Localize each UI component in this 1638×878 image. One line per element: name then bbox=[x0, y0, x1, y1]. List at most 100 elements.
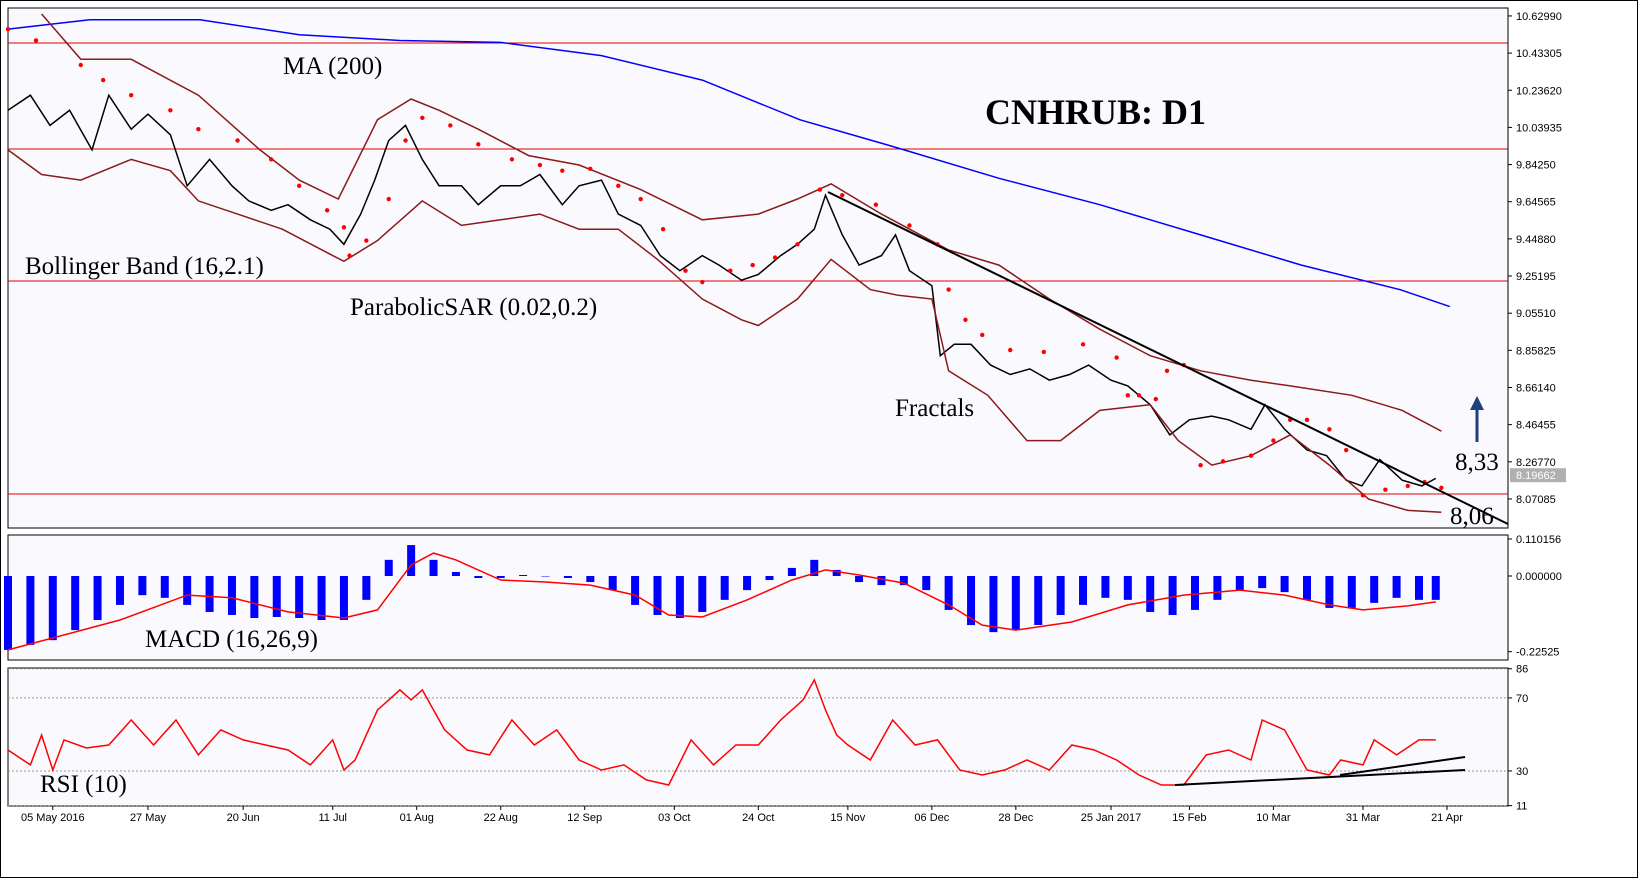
rsi-panel bbox=[7, 667, 1509, 807]
histogram-bar bbox=[944, 575, 953, 610]
sar-dot bbox=[772, 255, 778, 260]
series-line bbox=[7, 552, 1436, 651]
histogram-bar bbox=[272, 575, 281, 617]
sar-label: ParabolicSAR (0.02,0.2) bbox=[350, 294, 597, 321]
histogram-bar bbox=[1034, 575, 1043, 626]
histogram-bar bbox=[250, 575, 259, 618]
sar-dot bbox=[268, 157, 274, 162]
sar-dot bbox=[1360, 493, 1366, 498]
y-tick-label: 9.25195 bbox=[1516, 271, 1556, 283]
last-price-label: 8.19662 bbox=[1516, 470, 1556, 482]
series-line bbox=[7, 93, 1437, 487]
y-tick-label: 9.05510 bbox=[1516, 308, 1556, 320]
y-tick-label: 9.64565 bbox=[1516, 197, 1556, 209]
histogram-bar bbox=[1414, 575, 1423, 600]
histogram-bar bbox=[608, 575, 617, 591]
histogram-bar bbox=[1280, 575, 1289, 593]
sar-dot bbox=[196, 126, 201, 132]
y-tick-label: 8.26770 bbox=[1516, 457, 1556, 469]
sar-dot bbox=[1125, 393, 1131, 398]
sar-dot bbox=[946, 287, 951, 292]
histogram-bar bbox=[1392, 575, 1401, 598]
sar-dot bbox=[1153, 396, 1159, 402]
x-tick-label: 28 Dec bbox=[998, 812, 1033, 824]
sar-dot bbox=[100, 77, 106, 83]
plot-layer bbox=[8, 42, 1508, 495]
sar-dot bbox=[1220, 459, 1226, 464]
last-price-box bbox=[1510, 468, 1566, 483]
chart-title: CNHRUB: D1 bbox=[985, 92, 1206, 132]
sar-dot bbox=[476, 142, 481, 147]
sar-dot bbox=[347, 253, 352, 258]
sar-dot bbox=[5, 26, 11, 32]
sar-dot bbox=[1327, 427, 1332, 432]
x-tick-label: 03 Oct bbox=[658, 812, 690, 824]
sar-dot bbox=[1405, 483, 1410, 489]
histogram-bar bbox=[26, 575, 35, 645]
histogram-bar bbox=[183, 575, 192, 605]
x-tick-label: 05 May 2016 bbox=[21, 812, 85, 824]
sar-dot bbox=[78, 62, 83, 68]
histogram-bar bbox=[1146, 575, 1155, 612]
series-line bbox=[7, 149, 1442, 514]
histogram-bar bbox=[1347, 575, 1356, 608]
histogram-bar bbox=[1079, 575, 1088, 605]
bollinger-label: Bollinger Band (16,2.1) bbox=[25, 253, 264, 280]
sar-dot bbox=[1080, 342, 1086, 347]
histogram-bar bbox=[832, 569, 841, 576]
y-tick-label: 30 bbox=[1516, 766, 1528, 778]
sar-dot bbox=[750, 262, 755, 268]
sar-dot bbox=[1271, 438, 1276, 443]
support-label: 8,06 bbox=[1450, 503, 1494, 530]
histogram-bar bbox=[1168, 575, 1177, 615]
histogram-bar bbox=[675, 575, 684, 618]
x-tick-label: 25 Jan 2017 bbox=[1081, 812, 1142, 824]
y-tick-label: -0.22525 bbox=[1516, 647, 1559, 659]
histogram-bar bbox=[541, 575, 550, 577]
x-tick-label: 20 Jun bbox=[227, 812, 260, 824]
sar-dot bbox=[509, 157, 515, 162]
y-tick-label: 0.000000 bbox=[1516, 571, 1562, 583]
histogram-bar bbox=[1191, 575, 1200, 610]
sar-dot bbox=[1041, 349, 1047, 355]
x-tick-label: 27 May bbox=[130, 812, 167, 824]
histogram-bar bbox=[810, 559, 819, 576]
sar-dot bbox=[1304, 417, 1310, 423]
series-line bbox=[41, 13, 1442, 432]
up-arrow bbox=[1470, 396, 1484, 442]
histogram-bar bbox=[989, 575, 998, 633]
histogram-bar bbox=[743, 575, 752, 591]
histogram-bar bbox=[227, 575, 236, 615]
series-layer bbox=[4, 13, 1508, 807]
histogram-bar bbox=[1302, 575, 1311, 600]
histogram-bar bbox=[160, 575, 169, 598]
histogram-bar bbox=[384, 559, 393, 576]
histogram-bar bbox=[451, 571, 460, 576]
sar-dot bbox=[616, 183, 621, 189]
y-tick-label: 10.03935 bbox=[1516, 122, 1562, 134]
x-tick-label: 10 Mar bbox=[1256, 812, 1291, 824]
sar-dot bbox=[840, 193, 845, 198]
x-tick-label: 24 Oct bbox=[742, 812, 774, 824]
histogram-bar bbox=[205, 575, 214, 612]
sar-dot bbox=[420, 115, 425, 121]
sar-dot bbox=[1136, 393, 1142, 398]
y-tick-label: 9.44880 bbox=[1516, 234, 1556, 246]
sar-dot bbox=[1248, 453, 1254, 458]
sar-dot bbox=[1439, 485, 1444, 490]
histogram-bar bbox=[295, 575, 304, 618]
histogram-bar bbox=[1011, 575, 1020, 631]
y-tick-label: 8.85825 bbox=[1516, 345, 1556, 357]
fractals-label: Fractals bbox=[895, 395, 974, 422]
series-line bbox=[7, 18, 1451, 308]
sar-dot bbox=[128, 93, 134, 98]
y-tick-label: 10.23620 bbox=[1516, 85, 1562, 97]
histogram-bar bbox=[922, 575, 931, 591]
sar-dot bbox=[873, 202, 879, 207]
sar-dot bbox=[537, 162, 543, 168]
histogram-bar bbox=[1101, 575, 1110, 598]
sar-dot bbox=[963, 317, 968, 323]
rsi-label: RSI (10) bbox=[40, 771, 127, 798]
y-tick-label: 8.46455 bbox=[1516, 420, 1556, 432]
